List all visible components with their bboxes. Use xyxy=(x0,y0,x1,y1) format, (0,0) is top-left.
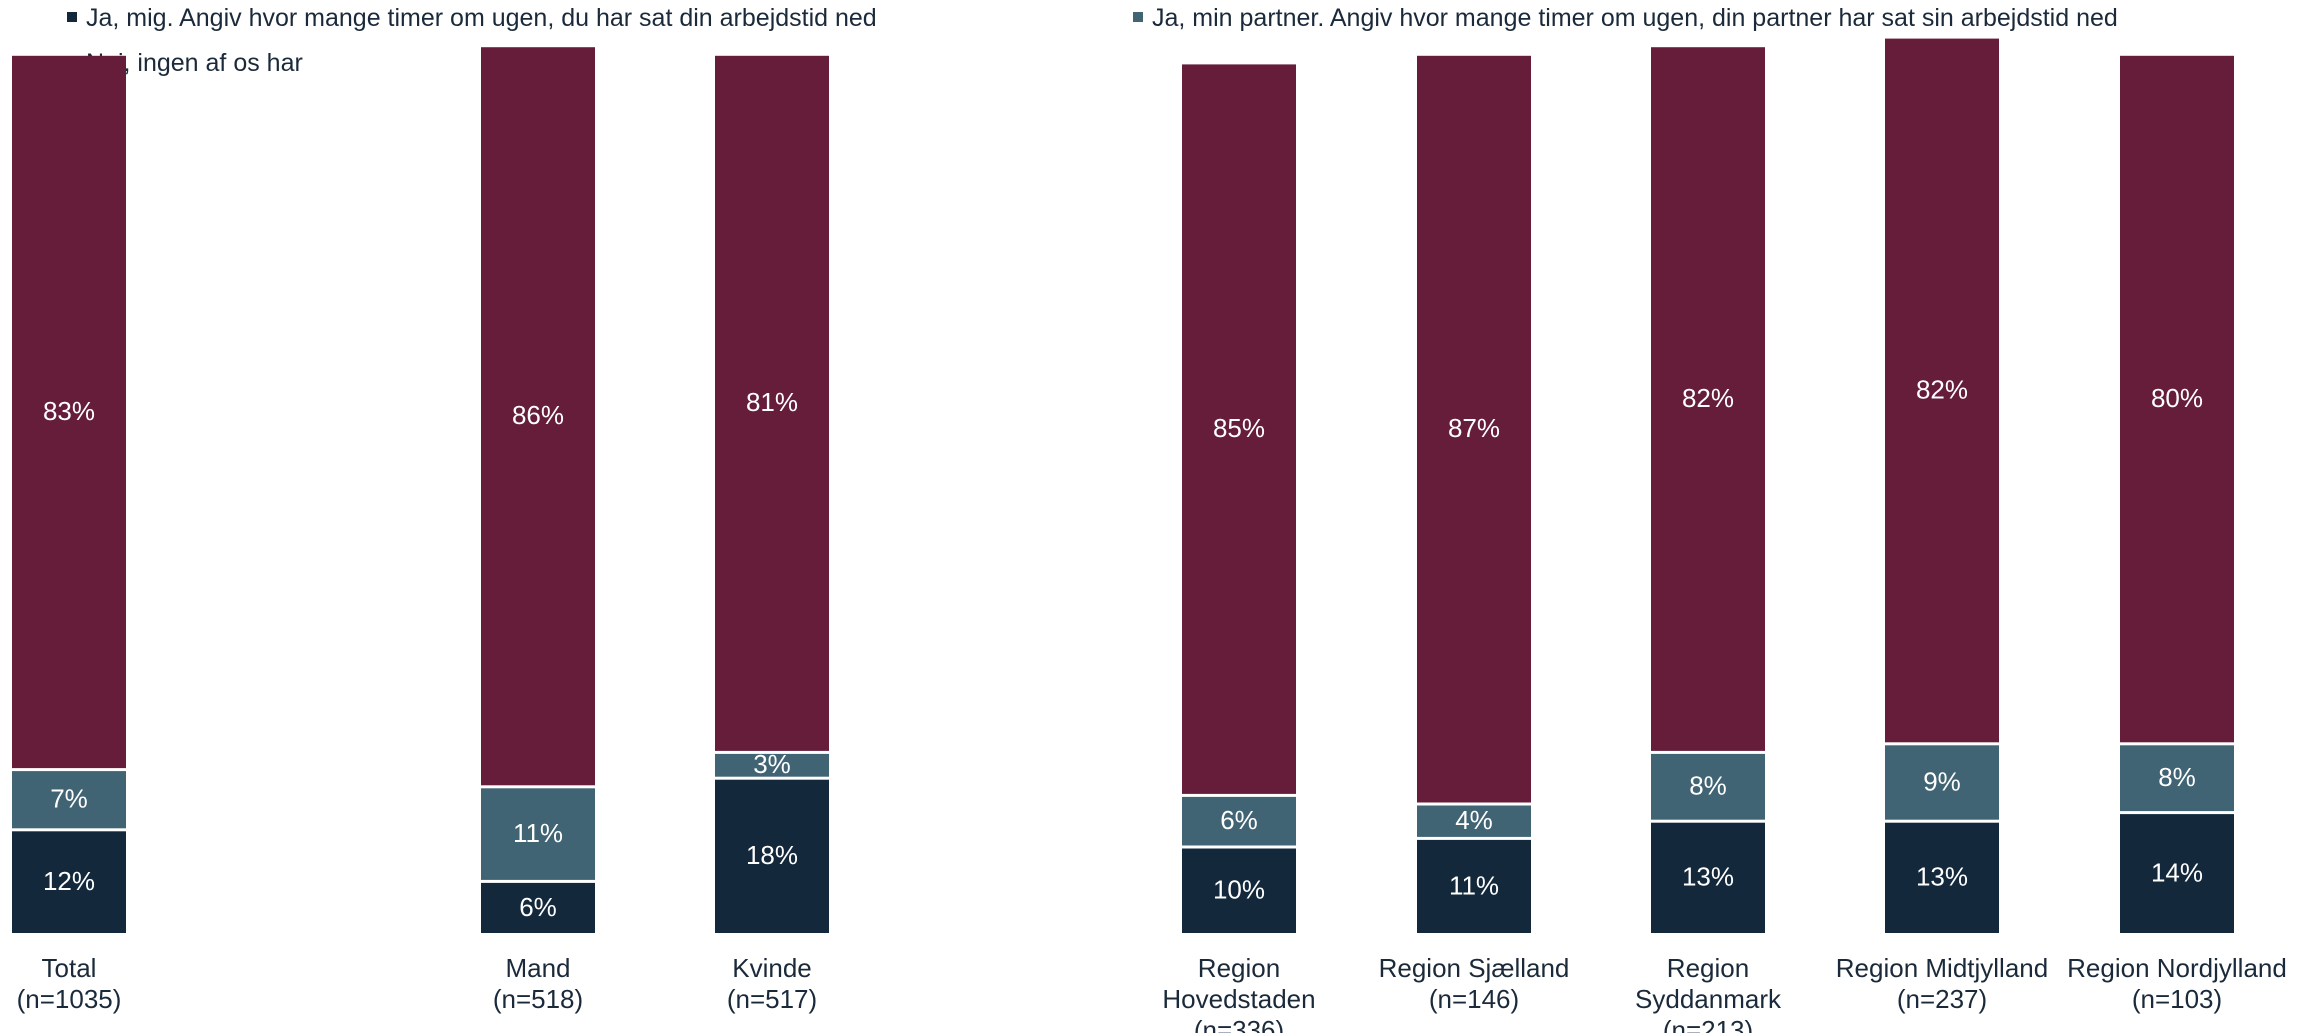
bar-segment xyxy=(1417,805,1531,837)
data-label: 6% xyxy=(519,892,557,922)
bar-segment xyxy=(1182,64,1296,794)
bar-segment xyxy=(1885,38,1999,743)
bar-segment xyxy=(1651,753,1765,820)
bar-segment xyxy=(715,753,829,777)
data-label: 8% xyxy=(2158,762,2196,792)
data-label: 11% xyxy=(1449,870,1499,900)
bar-segment xyxy=(1885,745,1999,820)
data-label: 6% xyxy=(1220,805,1258,835)
bar-segment xyxy=(481,47,595,786)
data-label: 3% xyxy=(753,749,791,779)
data-label: 4% xyxy=(1455,805,1493,835)
bars: 12% 7% 83% 6% 11% 86% 18% 3% 81% 10% 6% 85% 11% 4% 87%… xyxy=(12,38,2234,933)
category-label: Region Nordjylland (n=103) xyxy=(2067,953,2287,1014)
data-label: 14% xyxy=(2151,857,2203,887)
legend-label-1: Ja, min partner. Angiv hvor mange timer … xyxy=(1152,4,2118,32)
bar-segment xyxy=(12,771,126,829)
category-label: Region Midtjylland (n=237) xyxy=(1836,953,2048,1014)
bar-segment xyxy=(1182,848,1296,933)
data-label: 85% xyxy=(1213,413,1265,443)
bar-segment xyxy=(715,779,829,933)
category-label: Mand (n=518) xyxy=(493,953,583,1014)
category-labels: Total (n=1035) Mand (n=518) Kvinde (n=517) Reg… xyxy=(17,953,2287,1033)
bar-segment xyxy=(481,788,595,880)
bar-segment xyxy=(1885,822,1999,933)
bar-segment xyxy=(12,831,126,933)
legend: Ja, mig. Angiv hvor mange timer om ugen,… xyxy=(67,4,2118,77)
bar-segment xyxy=(1651,822,1765,933)
bar-segment xyxy=(12,55,126,769)
bar-segment xyxy=(1651,47,1765,751)
bar-segment xyxy=(1417,839,1531,933)
data-label: 10% xyxy=(1213,875,1265,905)
category-label: Kvinde (n=517) xyxy=(727,953,817,1014)
data-label: 9% xyxy=(1923,766,1961,796)
bar-segment xyxy=(1182,796,1296,846)
legend-label-0: Ja, mig. Angiv hvor mange timer om ugen,… xyxy=(86,4,877,32)
category-label: Total (n=1035) xyxy=(17,953,122,1014)
legend-swatch-1 xyxy=(1133,12,1143,22)
data-label: 7% xyxy=(50,784,88,814)
data-label: 86% xyxy=(512,400,564,430)
data-label: 87% xyxy=(1448,413,1500,443)
bar-segment xyxy=(2120,814,2234,933)
bar-segment xyxy=(715,55,829,751)
bar-segment xyxy=(1417,55,1531,803)
data-label: 13% xyxy=(1682,862,1734,892)
category-label: Region Hovedstaden (n=336) xyxy=(1162,953,1315,1033)
legend-swatch-0 xyxy=(67,12,77,22)
data-label: 80% xyxy=(2151,383,2203,413)
data-label: 82% xyxy=(1916,374,1968,404)
data-label: 83% xyxy=(43,396,95,426)
category-label: Region Sjælland (n=146) xyxy=(1379,953,1570,1014)
data-label: 12% xyxy=(43,866,95,896)
data-label: 11% xyxy=(513,818,563,848)
data-label: 13% xyxy=(1916,862,1968,892)
bar-segment xyxy=(2120,745,2234,812)
data-label: 18% xyxy=(746,840,798,870)
data-label: 81% xyxy=(746,387,798,417)
bar-segment xyxy=(2120,55,2234,743)
data-label: 82% xyxy=(1682,383,1734,413)
category-label: Region Syddanmark (n=213) xyxy=(1635,953,1782,1033)
data-label: 8% xyxy=(1689,771,1727,801)
bar-segment xyxy=(481,882,595,933)
